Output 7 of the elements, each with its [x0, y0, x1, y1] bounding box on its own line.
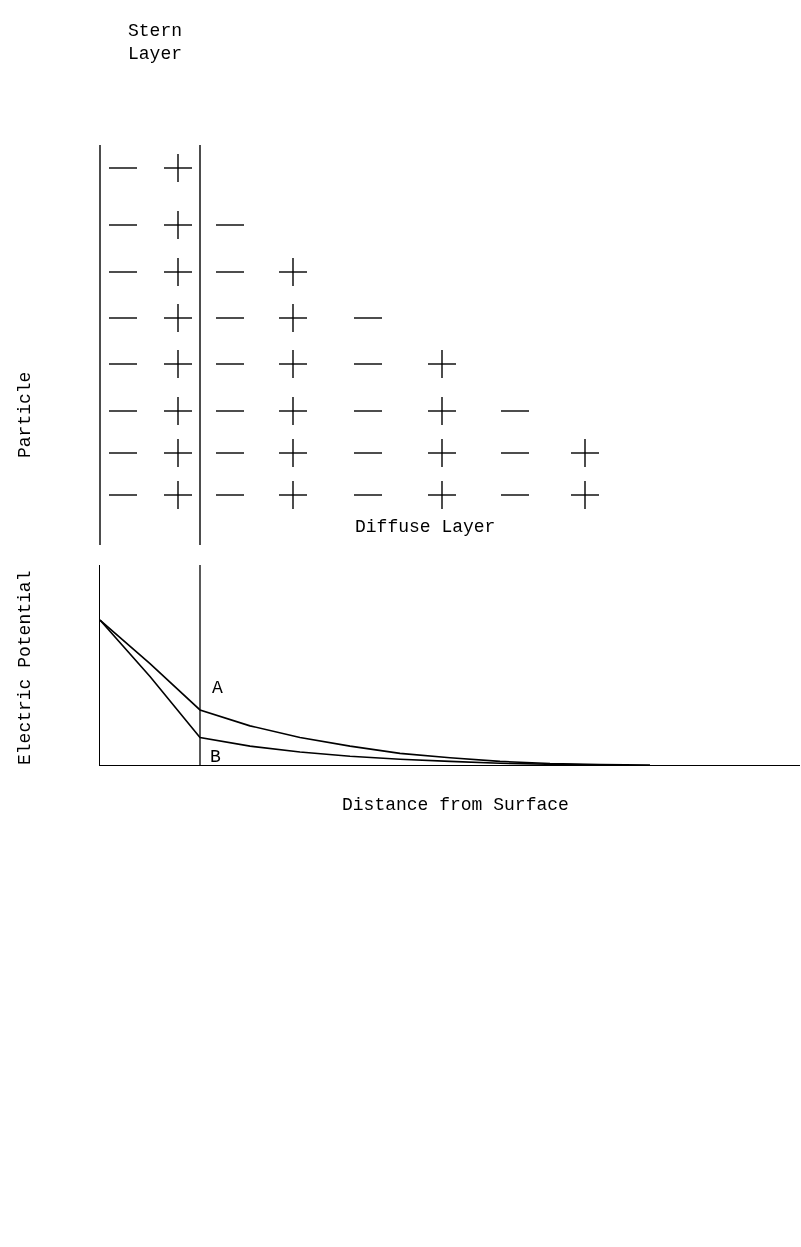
text: Stern Layer [128, 21, 183, 65]
x-axis-title: Distance from Surface [342, 795, 569, 815]
series-label: A [212, 678, 223, 698]
series-label: B [210, 747, 221, 767]
y-axis-title: Electric Potential [15, 570, 35, 765]
text: Diffuse Layer [355, 517, 496, 537]
text: Particle [15, 371, 35, 458]
